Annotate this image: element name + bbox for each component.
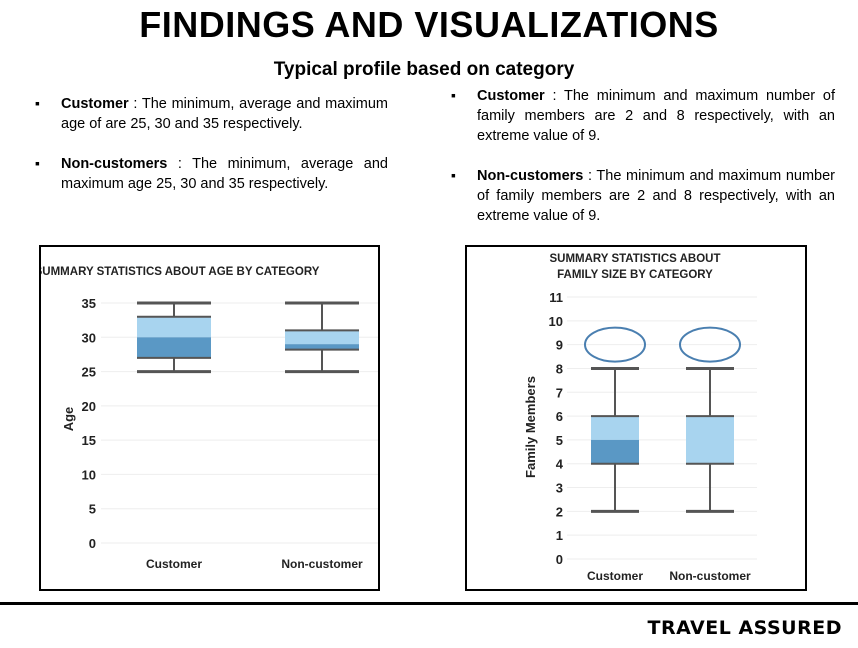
y-tick-label: 1: [556, 528, 563, 543]
bullet-label: Non-customers: [477, 168, 584, 184]
bullet-text: : The minimum and maximum number of fami…: [477, 168, 835, 224]
bullet-item: Customer : The minimum and maximum numbe…: [449, 85, 835, 146]
box-upper: [591, 416, 639, 440]
outlier-marker: [584, 326, 646, 363]
box-upper: [137, 316, 211, 338]
y-tick-label: 10: [549, 314, 563, 329]
page-title: FINDINGS AND VISUALIZATIONS: [139, 4, 719, 45]
chart-title: SUMMARY STATISTICS ABOUT AGE BY CATEGORY: [41, 266, 320, 278]
y-tick-label: 20: [82, 399, 96, 414]
y-tick-label: 35: [82, 296, 96, 311]
footer-divider: [0, 602, 858, 605]
y-tick-label: 4: [556, 457, 564, 472]
y-tick-label: 0: [556, 552, 563, 567]
chart-title-line: FAMILY SIZE BY CATEGORY: [557, 269, 713, 281]
bullet-label: Customer: [477, 88, 545, 104]
age-chart-frame: SUMMARY STATISTICS ABOUT AGE BY CATEGORY…: [39, 245, 380, 591]
bullet-label: Non-customers: [61, 156, 168, 172]
y-tick-label: 2: [556, 504, 563, 519]
y-tick-label: 3: [556, 481, 563, 496]
outlier-marker: [679, 326, 741, 363]
left-bullet-list: Customer : The minimum, average and maxi…: [33, 93, 388, 214]
box-upper: [686, 416, 734, 464]
y-tick-label: 9: [556, 338, 563, 353]
x-category-label: Non-customer: [281, 557, 363, 571]
y-tick-label: 15: [82, 433, 96, 448]
x-category-label: Customer: [587, 569, 643, 583]
box-upper: [285, 330, 359, 345]
x-category-label: Non-customer: [669, 569, 751, 583]
family-boxplot-chart: SUMMARY STATISTICS ABOUT FAMILY SIZE BY C…: [523, 253, 757, 583]
chart-title-line: SUMMARY STATISTICS ABOUT: [549, 253, 720, 265]
x-category-label: Customer: [146, 557, 202, 571]
page-subtitle: Typical profile based on category: [273, 59, 575, 80]
y-tick-label: 8: [556, 361, 563, 376]
box-lower: [137, 337, 211, 358]
box-lower: [285, 344, 359, 350]
y-tick-label: 10: [82, 467, 96, 482]
y-tick-label: 5: [556, 433, 563, 448]
y-axis-label: Family Members: [523, 376, 538, 478]
y-tick-label: 6: [556, 409, 563, 424]
y-tick-label: 30: [82, 330, 96, 345]
family-chart-frame: SUMMARY STATISTICS ABOUT FAMILY SIZE BY C…: [465, 245, 807, 591]
bullet-item: Non-customers : The minimum, average and…: [33, 153, 388, 194]
right-bullet-list: Customer : The minimum and maximum numbe…: [449, 85, 835, 246]
y-tick-label: 0: [89, 536, 96, 551]
bullet-text: : The minimum, average and maximum age 2…: [61, 156, 388, 192]
y-tick-label: 5: [89, 502, 96, 517]
y-tick-label: 7: [556, 385, 563, 400]
brand-logo: TRAVEL ASSURED: [647, 617, 842, 639]
y-tick-label: 25: [82, 365, 96, 380]
age-boxplot-chart: SUMMARY STATISTICS ABOUT AGE BY CATEGORY…: [41, 266, 378, 571]
bullet-label: Customer: [61, 96, 129, 112]
bullet-item: Non-customers : The minimum and maximum …: [449, 165, 835, 226]
y-tick-label: 11: [549, 290, 563, 305]
bullet-item: Customer : The minimum, average and maxi…: [33, 93, 388, 134]
y-axis-label: Age: [61, 407, 76, 432]
bullet-text: : The minimum, average and maximum age o…: [61, 96, 388, 132]
box-lower: [591, 439, 639, 464]
bullet-text: : The minimum and maximum number of fami…: [477, 88, 835, 144]
